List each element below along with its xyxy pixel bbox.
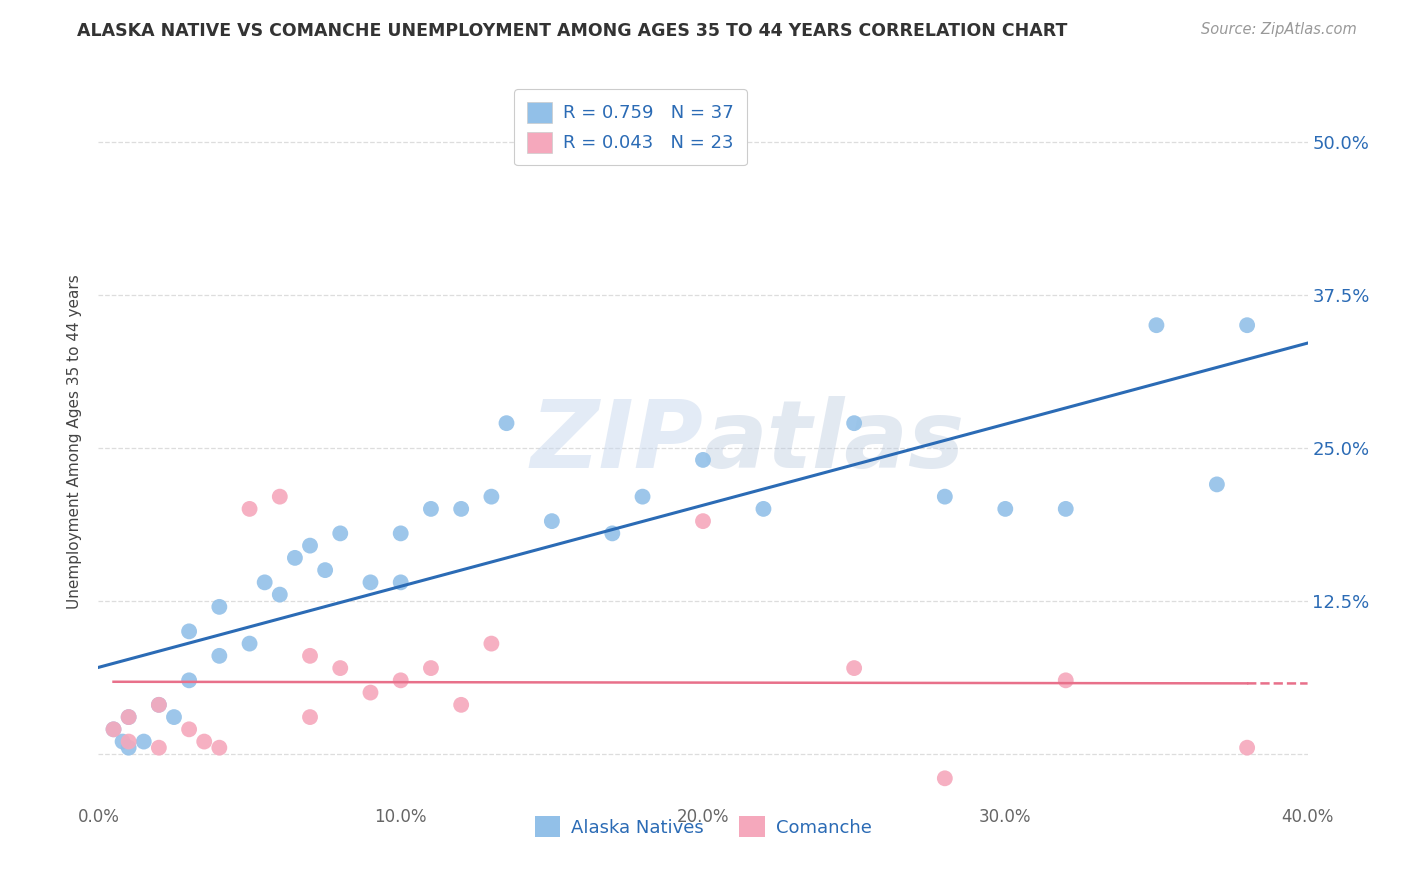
Text: ALASKA NATIVE VS COMANCHE UNEMPLOYMENT AMONG AGES 35 TO 44 YEARS CORRELATION CHA: ALASKA NATIVE VS COMANCHE UNEMPLOYMENT A… [77, 22, 1067, 40]
Point [118, 734, 141, 748]
Y-axis label: Unemployment Among Ages 35 to 44 years: Unemployment Among Ages 35 to 44 years [67, 274, 83, 609]
Point [1144, 318, 1167, 333]
Point [1054, 502, 1077, 516]
Point [208, 648, 231, 663]
Point [450, 502, 472, 516]
Point [148, 740, 170, 755]
Point [1206, 477, 1229, 491]
Point [844, 661, 866, 675]
Point [179, 723, 201, 737]
Point [269, 490, 291, 504]
Point [329, 526, 352, 541]
Point [179, 624, 201, 639]
Point [752, 502, 775, 516]
Point [420, 502, 443, 516]
Point [420, 661, 443, 675]
Point [208, 740, 231, 755]
Point [540, 514, 562, 528]
Point [844, 416, 866, 430]
Point [118, 740, 141, 755]
Point [389, 575, 412, 590]
Point [132, 734, 155, 748]
Point [329, 661, 352, 675]
Point [602, 526, 624, 541]
Point [163, 710, 186, 724]
Point [239, 637, 262, 651]
Point [1236, 318, 1258, 333]
Point [103, 723, 125, 737]
Point [148, 698, 170, 712]
Point [1236, 740, 1258, 755]
Point [692, 453, 714, 467]
Point [934, 772, 956, 786]
Point [111, 734, 134, 748]
Text: Source: ZipAtlas.com: Source: ZipAtlas.com [1201, 22, 1357, 37]
Point [193, 734, 215, 748]
Point [314, 563, 336, 577]
Point [360, 575, 382, 590]
Point [299, 710, 322, 724]
Point [389, 673, 412, 688]
Point [103, 723, 125, 737]
Point [253, 575, 276, 590]
Point [269, 588, 291, 602]
Point [1054, 673, 1077, 688]
Point [208, 599, 231, 614]
Point [450, 698, 472, 712]
Point [389, 526, 412, 541]
Text: ZIP: ZIP [530, 395, 703, 488]
Point [934, 490, 956, 504]
Point [495, 416, 517, 430]
Point [692, 514, 714, 528]
Point [118, 710, 141, 724]
Text: atlas: atlas [703, 395, 965, 488]
Point [284, 550, 307, 565]
Point [239, 502, 262, 516]
Point [481, 637, 503, 651]
Point [299, 539, 322, 553]
Point [994, 502, 1017, 516]
Point [631, 490, 654, 504]
Legend: Alaska Natives, Comanche: Alaska Natives, Comanche [527, 809, 879, 845]
Point [360, 685, 382, 699]
Point [148, 698, 170, 712]
Point [481, 490, 503, 504]
Point [179, 673, 201, 688]
Point [299, 648, 322, 663]
Point [118, 710, 141, 724]
